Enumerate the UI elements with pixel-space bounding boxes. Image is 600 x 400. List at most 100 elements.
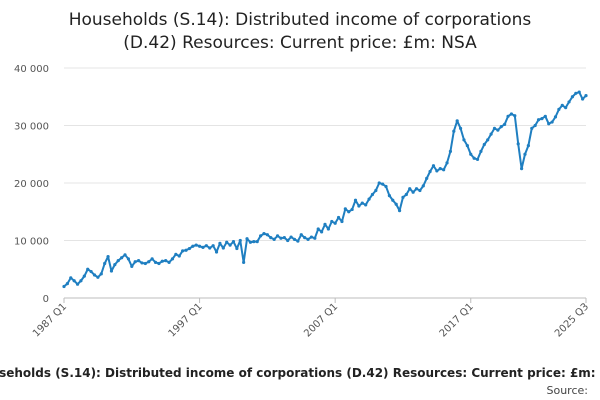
data-point — [557, 107, 561, 111]
data-point — [401, 195, 405, 199]
data-point — [540, 117, 544, 121]
data-point — [411, 190, 415, 194]
data-point — [245, 237, 249, 241]
data-point — [404, 192, 408, 197]
data-point — [475, 157, 480, 162]
x-tick-label: 2025 Q3 — [553, 301, 591, 339]
data-point — [133, 260, 137, 264]
data-point — [340, 219, 344, 224]
data-point — [167, 260, 171, 264]
data-point — [262, 232, 266, 236]
data-point — [408, 187, 412, 191]
data-point — [333, 221, 337, 225]
data-point — [567, 100, 571, 104]
data-point — [177, 254, 181, 258]
data-point — [299, 233, 303, 237]
data-point — [438, 167, 442, 171]
data-point — [201, 245, 205, 249]
data-point — [170, 257, 175, 261]
data-point — [360, 201, 364, 205]
data-point — [343, 207, 347, 211]
data-point — [279, 236, 283, 240]
data-point — [394, 202, 398, 206]
data-point — [265, 233, 269, 237]
x-tick-label: 1987 Q1 — [31, 301, 69, 339]
data-point — [513, 114, 517, 118]
data-point — [143, 261, 147, 266]
data-point — [218, 241, 222, 245]
data-point — [309, 235, 314, 239]
data-point — [496, 128, 500, 132]
data-point — [550, 120, 554, 124]
y-tick-label: 20 000 — [14, 179, 49, 190]
data-point — [113, 263, 117, 267]
data-point — [296, 239, 300, 243]
data-point — [238, 238, 242, 243]
data-point — [316, 227, 320, 231]
data-point — [62, 284, 66, 289]
data-point — [330, 219, 334, 224]
chart-title-line-1: Households (S.14): Distributed income of… — [69, 10, 532, 30]
data-point — [181, 249, 185, 253]
data-point — [458, 126, 463, 130]
data-point — [82, 274, 86, 278]
data-point — [452, 129, 456, 133]
data-point — [306, 237, 310, 241]
data-point — [126, 257, 130, 261]
data-point — [364, 203, 368, 207]
data-point — [197, 244, 202, 248]
data-point — [520, 167, 524, 171]
data-point — [492, 126, 497, 130]
chart-title-line-2: (D.42) Resources: Current price: £m: NSA — [123, 33, 477, 53]
data-point — [448, 149, 453, 153]
data-point — [89, 269, 93, 274]
x-tick-label: 2007 Q1 — [302, 301, 340, 339]
data-point — [69, 276, 73, 280]
data-point — [130, 264, 134, 268]
data-point — [506, 114, 510, 118]
data-point — [374, 188, 378, 193]
y-tick-label: 10 000 — [14, 237, 49, 248]
data-point — [367, 197, 371, 201]
data-point — [486, 138, 490, 142]
data-point — [428, 169, 432, 174]
data-point — [553, 115, 558, 119]
legend-label: Households (S.14): Distributed income of… — [0, 366, 600, 380]
data-point — [347, 210, 351, 214]
series-layer — [62, 90, 588, 289]
data-point — [136, 259, 141, 263]
x-axis-tick-labels: 1987 Q1 1997 Q1 2007 Q1 2017 Q1 2025 Q3 — [31, 298, 591, 339]
data-point — [174, 252, 178, 256]
data-point — [79, 279, 83, 283]
data-point — [584, 94, 588, 98]
y-tick-label: 0 — [43, 294, 49, 305]
data-point — [581, 97, 585, 101]
data-point — [499, 125, 503, 129]
data-point — [543, 114, 547, 118]
data-point — [303, 236, 307, 240]
data-point — [523, 152, 527, 156]
source-label: Source: — [547, 384, 589, 397]
data-point — [248, 240, 253, 244]
data-point — [160, 259, 164, 263]
data-point — [99, 272, 103, 276]
data-point — [157, 261, 161, 266]
data-point — [187, 246, 192, 251]
data-point — [204, 244, 208, 248]
data-point — [255, 240, 259, 244]
data-point — [252, 240, 256, 244]
data-point — [225, 240, 229, 244]
x-tick-label: 1997 Q1 — [167, 301, 205, 339]
data-point — [286, 238, 290, 243]
data-point — [75, 282, 80, 286]
data-point — [320, 230, 324, 234]
data-point — [106, 255, 110, 259]
data-point — [313, 236, 317, 240]
data-point — [397, 209, 402, 213]
data-point — [564, 106, 568, 110]
data-point — [153, 260, 158, 264]
data-point — [92, 273, 97, 277]
data-point — [109, 269, 114, 273]
data-point — [387, 194, 391, 198]
data-point — [435, 169, 439, 173]
